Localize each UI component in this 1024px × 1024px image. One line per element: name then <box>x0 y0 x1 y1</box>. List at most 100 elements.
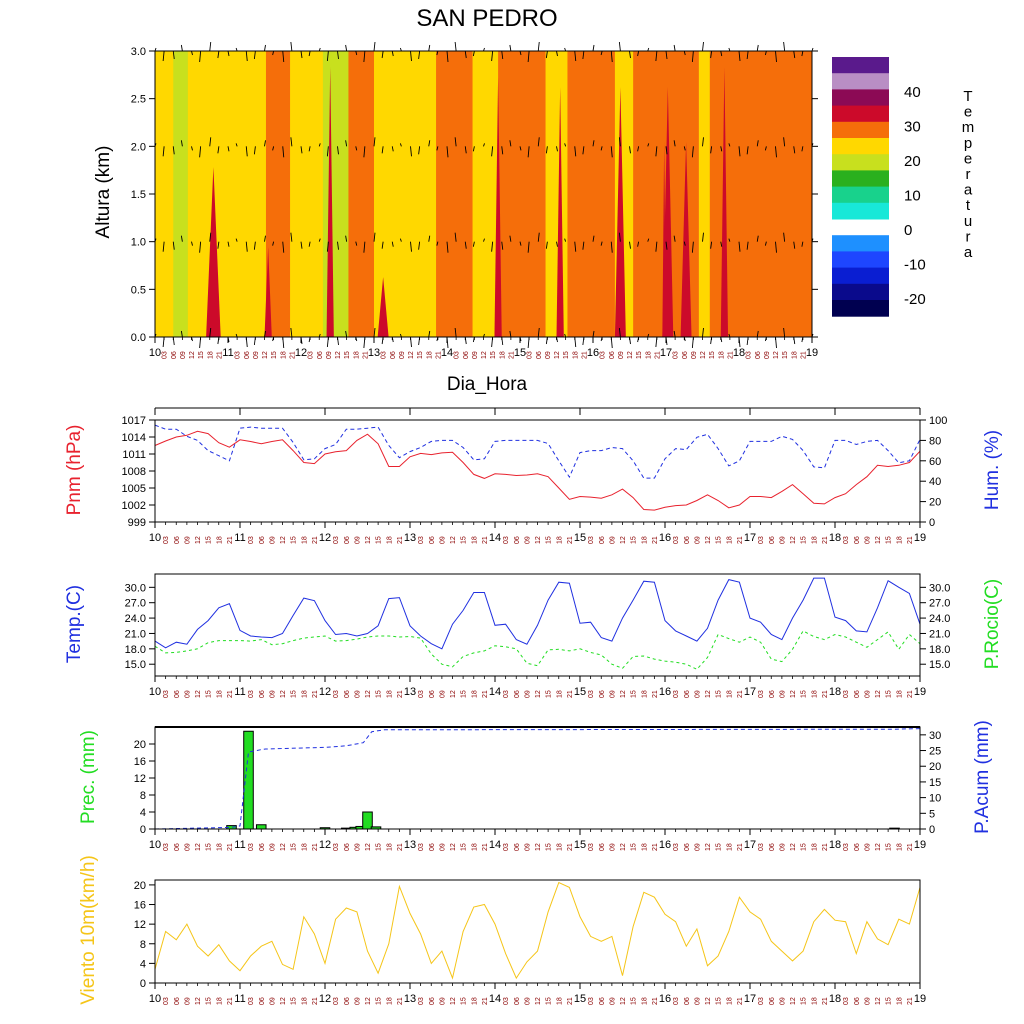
wind-vector <box>756 330 759 338</box>
x-hour-label: 06 <box>244 351 251 359</box>
x-hour-label: 18 <box>641 997 648 1005</box>
wind-vector <box>574 50 577 62</box>
x-hour-label: 21 <box>737 997 744 1005</box>
wind-vector <box>245 50 248 62</box>
wind-vector <box>683 50 686 56</box>
x-hour-label: 15 <box>291 690 298 698</box>
x-hour-label: 18 <box>811 690 818 698</box>
colorbar-swatch <box>832 138 889 155</box>
x-hour-label: 03 <box>758 536 765 544</box>
wind-vector <box>491 241 494 252</box>
wind-vector <box>647 238 650 242</box>
wind-vector <box>665 241 668 250</box>
x-hour-label: 06 <box>174 536 181 544</box>
wind-vector <box>592 330 595 338</box>
temperature-band <box>545 51 568 337</box>
x-hour-label: 09 <box>184 997 191 1005</box>
wind-vector <box>483 143 485 147</box>
wind-vector <box>282 50 285 63</box>
wind-vector <box>217 241 220 249</box>
wind-vector <box>738 241 741 252</box>
x-hour-label: 06 <box>429 843 436 851</box>
y-tick-label: 1.5 <box>131 189 146 201</box>
x-hour-label: 03 <box>333 690 340 698</box>
wind-vector <box>509 44 512 52</box>
wind-vector <box>272 50 275 56</box>
wind-vector <box>564 238 567 242</box>
x-hour-label: 06 <box>599 536 606 544</box>
x-hour-label: 21 <box>727 351 734 359</box>
colorbar-swatch <box>832 73 889 90</box>
wind-vector <box>227 146 230 152</box>
x-hour-label: 12 <box>450 536 457 544</box>
x-hour-label: 09 <box>779 536 786 544</box>
x-hour-label: 18 <box>726 690 733 698</box>
x-hour-label: 06 <box>344 690 351 698</box>
wind-vector <box>300 50 303 59</box>
x-hour-label: 21 <box>227 843 234 851</box>
wind-vector <box>775 241 777 253</box>
y-tick-label: 0 <box>140 978 146 990</box>
x-hour-label: 15 <box>291 843 298 851</box>
x-hour-label: 18 <box>386 843 393 851</box>
x-hour-label: 21 <box>822 690 829 698</box>
wind-vector <box>399 143 402 147</box>
wind-vector <box>637 50 640 57</box>
x-hour-label: 12 <box>790 843 797 851</box>
wind-vector <box>472 146 475 152</box>
wind-vector <box>491 50 494 62</box>
x-tick-label: 19 <box>806 347 818 359</box>
colorbar-swatch <box>832 267 889 285</box>
x-tick-label: 17 <box>744 993 756 1005</box>
x-tick-label: 13 <box>368 347 380 359</box>
colorbar-swatch <box>832 251 889 269</box>
wind-vector <box>537 41 540 52</box>
wind-vector <box>355 241 358 246</box>
x-hour-label: 18 <box>645 351 652 359</box>
x-hour-label: 15 <box>291 997 298 1005</box>
y-tick-label: 3.0 <box>131 46 146 58</box>
x-hour-label: 18 <box>572 351 579 359</box>
x-tick-label: 17 <box>744 839 756 851</box>
x-hour-label: 06 <box>769 536 776 544</box>
wind-vector <box>501 241 504 250</box>
x-hour-label: 15 <box>886 997 893 1005</box>
x-hour-label: 09 <box>609 843 616 851</box>
y-tick-label: 1005 <box>122 483 146 495</box>
wind-vector <box>436 241 439 246</box>
colorbar-swatch <box>832 235 889 252</box>
wind-vector <box>381 146 384 154</box>
x-hour-label: 03 <box>248 536 255 544</box>
x-hour-label: 15 <box>546 690 553 698</box>
x-hour-label: 03 <box>381 351 388 359</box>
x-hour-label: 15 <box>206 997 213 1005</box>
x-tick-label: 13 <box>404 993 416 1005</box>
wind-vector <box>702 41 704 52</box>
wind-vector <box>746 146 749 155</box>
x-hour-label: 15 <box>636 351 643 359</box>
x-tick-label: 15 <box>574 993 586 1005</box>
y-tick-label: 15.0 <box>125 659 146 671</box>
x-hour-label: 06 <box>344 997 351 1005</box>
wind-vector <box>720 146 723 152</box>
x-hour-label: 09 <box>439 843 446 851</box>
precip-bar <box>243 730 254 830</box>
wind-vector <box>509 140 512 147</box>
x-hour-label: 21 <box>397 997 404 1005</box>
x-hour-label: 03 <box>333 536 340 544</box>
wind-vector <box>738 50 741 62</box>
colorbar-label: 30 <box>904 119 921 136</box>
wind-vector <box>545 241 548 249</box>
x-hour-label: 21 <box>652 690 659 698</box>
x-hour-label: 09 <box>864 997 871 1005</box>
x-hour-label: 21 <box>482 690 489 698</box>
y-tick-label: 60 <box>929 456 941 468</box>
x-hour-label: 12 <box>408 351 415 359</box>
x-hour-label: 06 <box>854 997 861 1005</box>
wind-vector <box>793 146 796 154</box>
wind-vector <box>472 50 475 57</box>
y-tick-label: 0 <box>140 824 146 836</box>
x-hour-label: 09 <box>524 536 531 544</box>
x-tick-label: 11 <box>234 686 245 698</box>
